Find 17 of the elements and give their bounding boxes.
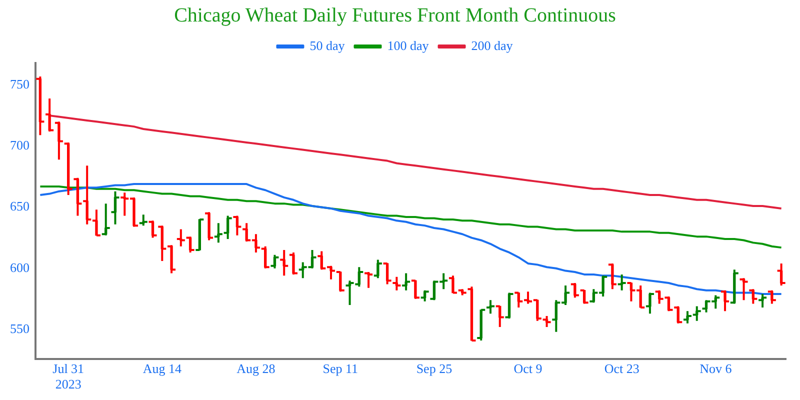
y-tick-label: 650 — [10, 198, 30, 214]
x-tick-label: Aug 28 — [236, 361, 276, 376]
y-tick-label: 550 — [10, 320, 30, 336]
y-tick-label: 750 — [10, 76, 30, 92]
x-tick-label: Aug 14 — [142, 361, 182, 376]
y-tick-label: 700 — [10, 138, 30, 153]
x-tick-label: Sep 11 — [322, 361, 358, 376]
legend-label: 50 day — [310, 38, 346, 53]
y-tick-label: 600 — [10, 260, 30, 275]
x-tick-label: Oct 23 — [604, 361, 640, 376]
legend-label: 100 day — [387, 38, 430, 53]
x-tick-label: Nov 6 — [700, 361, 732, 376]
legend-label: 200 day — [471, 38, 514, 53]
x-tick-label: Oct 9 — [514, 361, 542, 376]
x-tick-label: Jul 31 2023 — [52, 361, 84, 392]
chart-title: Chicago Wheat Daily Futures Front Month Continuous — [174, 4, 616, 26]
x-tick-label: Sep 25 — [416, 361, 452, 376]
